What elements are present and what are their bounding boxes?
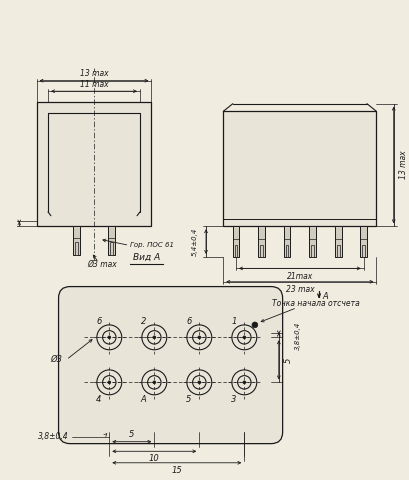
Circle shape — [108, 381, 110, 384]
Circle shape — [147, 376, 161, 389]
Bar — [75, 242, 78, 255]
Bar — [362, 245, 364, 257]
Circle shape — [231, 370, 256, 395]
Circle shape — [97, 370, 121, 395]
Text: Гор. ПОС 61: Гор. ПОС 61 — [130, 242, 174, 249]
Circle shape — [237, 376, 250, 389]
Bar — [110, 242, 112, 255]
Text: Точка начала отсчета: Точка начала отсчета — [272, 300, 359, 308]
Bar — [260, 245, 262, 257]
Text: 5: 5 — [283, 357, 292, 362]
Text: Ø3: Ø3 — [51, 355, 63, 364]
Circle shape — [142, 325, 166, 350]
Circle shape — [187, 325, 211, 350]
Bar — [310, 245, 313, 257]
Text: 3,8±0,4: 3,8±0,4 — [294, 321, 300, 349]
Bar — [285, 245, 288, 257]
Text: 3,8±0,4: 3,8±0,4 — [37, 432, 68, 442]
Text: 23 max: 23 max — [285, 285, 313, 294]
Circle shape — [242, 336, 245, 339]
Circle shape — [192, 331, 206, 344]
Text: 0,3 max: 0,3 max — [0, 209, 1, 238]
Text: 10: 10 — [148, 455, 159, 464]
Circle shape — [187, 370, 211, 395]
Bar — [108, 226, 114, 255]
Bar — [36, 102, 151, 226]
Text: 13 max: 13 max — [79, 70, 108, 79]
Bar — [308, 226, 315, 257]
Circle shape — [198, 381, 200, 384]
Text: 5,4±0,4: 5,4±0,4 — [191, 228, 197, 256]
Circle shape — [102, 331, 116, 344]
Bar — [283, 226, 290, 257]
Bar — [334, 226, 341, 257]
Bar — [223, 111, 375, 226]
Text: 5: 5 — [186, 395, 191, 404]
Bar — [73, 226, 80, 255]
Bar — [360, 226, 366, 257]
Text: Вид А: Вид А — [133, 253, 160, 263]
Text: 6: 6 — [186, 316, 191, 325]
Circle shape — [142, 370, 166, 395]
Circle shape — [252, 322, 257, 328]
Bar — [336, 245, 339, 257]
Bar — [258, 226, 264, 257]
Bar — [234, 245, 237, 257]
Text: 1: 1 — [231, 316, 236, 325]
Text: 3: 3 — [231, 395, 236, 404]
Circle shape — [102, 376, 116, 389]
Text: 15: 15 — [171, 466, 182, 475]
Text: 4: 4 — [96, 395, 101, 404]
Text: A: A — [141, 395, 146, 404]
Text: 21max: 21max — [286, 272, 312, 280]
Text: 6: 6 — [96, 316, 101, 325]
Circle shape — [192, 376, 206, 389]
Circle shape — [147, 331, 161, 344]
Text: Ø3 max: Ø3 max — [87, 260, 116, 269]
Circle shape — [237, 331, 250, 344]
FancyBboxPatch shape — [58, 287, 282, 444]
Circle shape — [198, 336, 200, 339]
Circle shape — [108, 336, 110, 339]
Circle shape — [153, 381, 155, 384]
Bar — [232, 226, 239, 257]
Text: 13 max: 13 max — [398, 151, 407, 179]
Circle shape — [153, 336, 155, 339]
Text: A: A — [322, 292, 328, 300]
Text: 5: 5 — [129, 430, 134, 439]
Circle shape — [231, 325, 256, 350]
Circle shape — [242, 381, 245, 384]
Text: 11 max: 11 max — [79, 80, 108, 89]
Circle shape — [97, 325, 121, 350]
Text: 2: 2 — [141, 316, 146, 325]
